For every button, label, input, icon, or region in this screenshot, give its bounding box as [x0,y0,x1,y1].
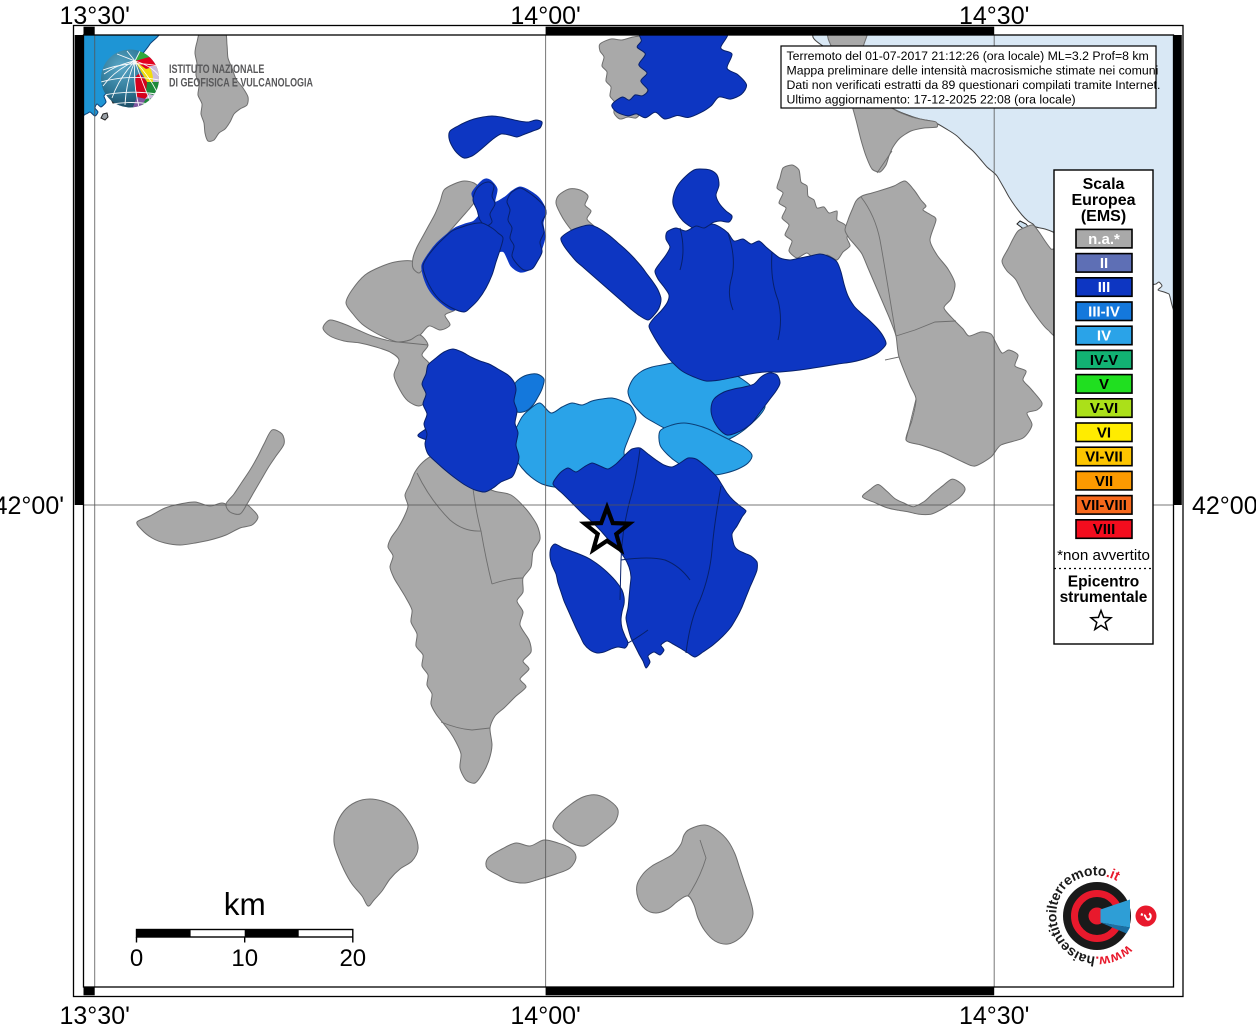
svg-text:strumentale: strumentale [1060,589,1148,606]
svg-text:10: 10 [231,945,258,972]
svg-text:V-VI: V-VI [1090,400,1118,417]
svg-text:14°00': 14°00' [510,2,580,30]
svg-text:Ultimo aggiornamento: 17-12-20: Ultimo aggiornamento: 17-12-2025 22:08 (… [787,93,1076,107]
svg-text:Dati non verificati estratti d: Dati non verificati estratti da 89 quest… [787,78,1161,92]
svg-text:VII: VII [1095,473,1113,490]
svg-text:(EMS): (EMS) [1081,208,1126,225]
svg-text:ISTITUTO NAZIONALE: ISTITUTO NAZIONALE [169,64,264,76]
svg-text:Europea: Europea [1071,192,1135,209]
svg-text:II: II [1100,255,1108,272]
svg-text:III-IV: III-IV [1088,303,1120,320]
svg-text:*non avvertito: *non avvertito [1057,547,1150,564]
svg-text:VI-VII: VI-VII [1085,449,1123,466]
svg-text:DI GEOFISICA E VULCANOLOGIA: DI GEOFISICA E VULCANOLOGIA [169,78,313,90]
svg-text:Scala: Scala [1083,176,1125,193]
svg-text:42°00': 42°00' [0,492,64,520]
svg-text:14°30': 14°30' [959,2,1029,30]
svg-text:Terremoto del 01-07-2017 21:12: Terremoto del 01-07-2017 21:12:26 (ora l… [787,49,1149,63]
svg-text:?: ? [1136,909,1155,923]
svg-text:0: 0 [130,945,143,972]
svg-text:V: V [1099,376,1109,393]
svg-text:13°30': 13°30' [60,2,130,30]
svg-text:14°00': 14°00' [510,1002,580,1024]
svg-text:13°30': 13°30' [60,1002,130,1024]
svg-text:14°30': 14°30' [959,1002,1029,1024]
svg-text:III: III [1098,279,1111,296]
svg-text:42°00': 42°00' [1192,492,1256,520]
svg-text:VII-VIII: VII-VIII [1081,497,1127,514]
svg-text:20: 20 [339,945,366,972]
svg-text:Epicentro: Epicentro [1068,574,1139,591]
svg-text:km: km [224,886,266,922]
svg-text:VIII: VIII [1093,521,1116,538]
svg-text:IV-V: IV-V [1090,352,1118,369]
svg-text:n.a.*: n.a.* [1088,231,1120,248]
svg-text:IV: IV [1097,328,1111,345]
svg-text:VI: VI [1097,424,1111,441]
svg-text:Mappa preliminare delle intens: Mappa preliminare delle intensità macros… [787,64,1159,78]
